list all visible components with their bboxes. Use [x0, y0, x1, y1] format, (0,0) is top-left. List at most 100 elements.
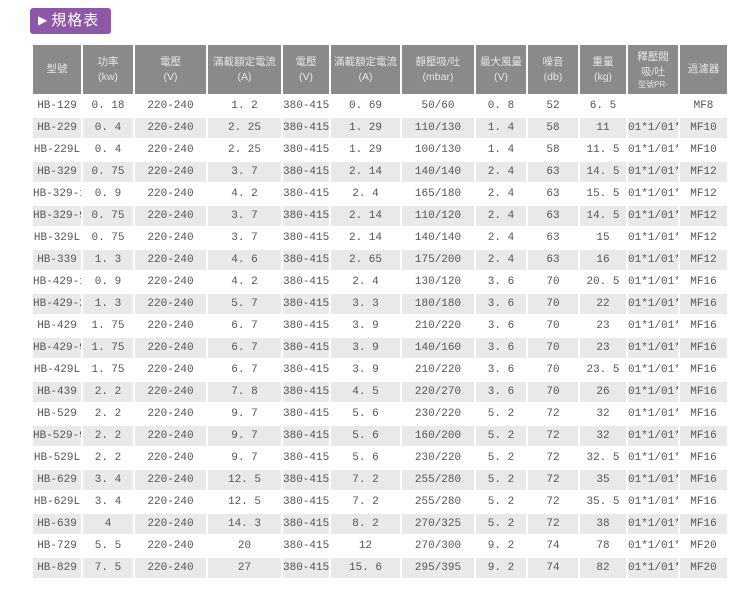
table-row: HB-439 2. 2 220-240 7. 8 380-415 4. 5 220/270 3… — [33, 382, 727, 402]
value-cell: 01*1/01*1 — [628, 250, 678, 270]
model-cell: HB-429-9 — [33, 338, 81, 358]
value-cell: 38 — [580, 514, 626, 534]
value-cell: 0. 75 — [83, 228, 133, 248]
value-cell: MF16 — [680, 316, 727, 336]
value-cell: 4. 2 — [208, 184, 281, 204]
value-cell: 01*1/01*1 — [628, 316, 678, 336]
value-cell: 14. 3 — [208, 514, 281, 534]
value-cell: 32. 5 — [580, 448, 626, 468]
value-cell: 01*1/01*1 — [628, 360, 678, 380]
value-cell: 380-415 — [283, 184, 329, 204]
value-cell: 58 — [528, 140, 578, 160]
value-cell: 3. 9 — [331, 360, 400, 380]
value-cell: MF16 — [680, 448, 727, 468]
play-arrow-icon: ▶ — [38, 13, 49, 27]
value-cell: 11 — [580, 118, 626, 138]
value-cell: 22 — [580, 294, 626, 314]
col-header-11: 過濾器 — [680, 45, 727, 94]
value-cell: 01*1/01*1 — [628, 118, 678, 138]
value-cell: 220-240 — [135, 206, 206, 226]
table-row: HB-429-2 1. 3 220-240 5. 7 380-415 3. 3 180/18… — [33, 294, 727, 314]
value-cell: 63 — [528, 162, 578, 182]
value-cell: 01*1/01*1 — [628, 448, 678, 468]
value-cell: 220-240 — [135, 162, 206, 182]
value-cell: 2. 2 — [83, 448, 133, 468]
value-cell: 270/325 — [402, 514, 474, 534]
value-cell: MF12 — [680, 250, 727, 270]
value-cell: 74 — [528, 558, 578, 578]
model-cell: HB-329L — [33, 228, 81, 248]
value-cell: 0. 69 — [331, 96, 400, 116]
value-cell: 2. 4 — [476, 228, 526, 248]
value-cell: 295/395 — [402, 558, 474, 578]
table-row: HB-529-9 2. 2 220-240 9. 7 380-415 5. 6 160/20… — [33, 426, 727, 446]
value-cell: 7. 2 — [331, 492, 400, 512]
value-cell: 220-240 — [135, 382, 206, 402]
value-cell: 2. 4 — [476, 184, 526, 204]
value-cell: 0. 8 — [476, 96, 526, 116]
value-cell: 2. 14 — [331, 162, 400, 182]
table-row: HB-639 4 220-240 14. 3 380-415 8. 2 270/325 5. … — [33, 514, 727, 534]
value-cell: 63 — [528, 184, 578, 204]
value-cell: MF20 — [680, 558, 727, 578]
value-cell: 1. 4 — [476, 140, 526, 160]
table-row: HB-329L 0. 75 220-240 3. 7 380-415 2. 14 140/1… — [33, 228, 727, 248]
value-cell: MF12 — [680, 228, 727, 248]
value-cell: MF16 — [680, 294, 727, 314]
value-cell: MF16 — [680, 382, 727, 402]
value-cell: 110/130 — [402, 118, 474, 138]
value-cell: 270/300 — [402, 536, 474, 556]
value-cell: 2. 4 — [476, 206, 526, 226]
model-cell: HB-429L — [33, 360, 81, 380]
value-cell: 6. 5 — [580, 96, 626, 116]
value-cell: 50/60 — [402, 96, 474, 116]
value-cell: 63 — [528, 228, 578, 248]
value-cell: 78 — [580, 536, 626, 556]
value-cell: 4. 6 — [208, 250, 281, 270]
table-row: HB-429-9 1. 75 220-240 6. 7 380-415 3. 9 140/1… — [33, 338, 727, 358]
value-cell: 220-240 — [135, 228, 206, 248]
section-title: 規格表 — [51, 12, 100, 29]
model-cell: HB-629 — [33, 470, 81, 490]
value-cell: 01*1/01*1 — [628, 470, 678, 490]
value-cell: 5. 2 — [476, 448, 526, 468]
value-cell: 72 — [528, 426, 578, 446]
value-cell: MF20 — [680, 536, 727, 556]
value-cell: 5. 2 — [476, 470, 526, 490]
table-row: HB-229 0. 4 220-240 2. 25 380-415 1. 29 110/13… — [33, 118, 727, 138]
value-cell: 5. 6 — [331, 404, 400, 424]
table-row: HB-629 3. 4 220-240 12. 5 380-415 7. 2 255/280… — [33, 470, 727, 490]
value-cell: MF10 — [680, 140, 727, 160]
value-cell: MF16 — [680, 272, 727, 292]
value-cell: MF10 — [680, 118, 727, 138]
value-cell: 3. 7 — [208, 206, 281, 226]
value-cell: 380-415 — [283, 492, 329, 512]
value-cell: 01*1/01*1 — [628, 404, 678, 424]
value-cell: 35 — [580, 470, 626, 490]
model-cell: HB-529L — [33, 448, 81, 468]
table-row: HB-329-9 0. 75 220-240 3. 7 380-415 2. 14 110/… — [33, 206, 727, 226]
value-cell: 35. 5 — [580, 492, 626, 512]
table-row: HB-629L 3. 4 220-240 12. 5 380-415 7. 2 255/28… — [33, 492, 727, 512]
value-cell: 380-415 — [283, 382, 329, 402]
value-cell: 9. 7 — [208, 426, 281, 446]
value-cell: 23 — [580, 316, 626, 336]
value-cell: 72 — [528, 448, 578, 468]
value-cell: 16 — [580, 250, 626, 270]
value-cell: 01*1/01*1 — [628, 184, 678, 204]
value-cell: 2. 2 — [83, 404, 133, 424]
value-cell: 5. 5 — [83, 536, 133, 556]
spec-table: 型號 功率 (kw) 電壓 (V) 滿載額定電流 (A) 電壓 (V) 滿載額定電流 (A) 靜壓吸/… — [31, 43, 729, 580]
value-cell: 1. 75 — [83, 338, 133, 358]
value-cell: 2. 14 — [331, 206, 400, 226]
value-cell: 72 — [528, 470, 578, 490]
value-cell: 0. 4 — [83, 118, 133, 138]
value-cell: 100/130 — [402, 140, 474, 160]
value-cell: 01*1/01*1 — [628, 514, 678, 534]
value-cell: 01*1/01*1 — [628, 294, 678, 314]
table-row: HB-429L 1. 75 220-240 6. 7 380-415 3. 9 210/22… — [33, 360, 727, 380]
value-cell: 380-415 — [283, 206, 329, 226]
value-cell: 220-240 — [135, 118, 206, 138]
value-cell: MF16 — [680, 404, 727, 424]
